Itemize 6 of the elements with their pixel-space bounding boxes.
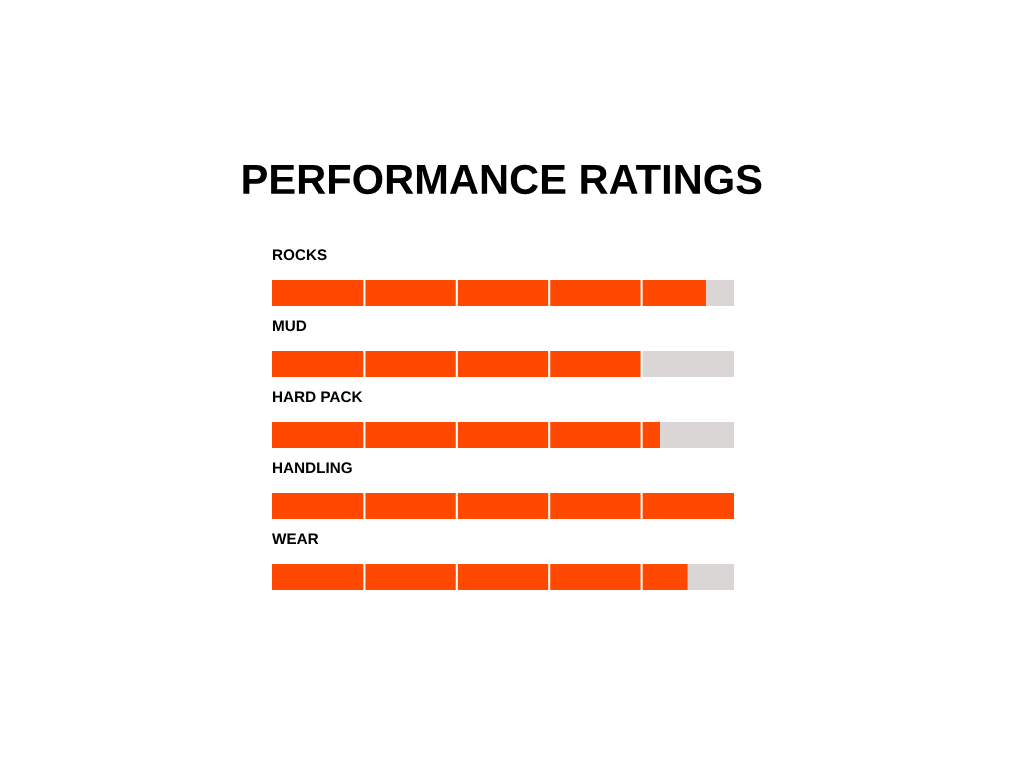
y-tick-label: HANDLING	[273, 462, 352, 474]
y-tick-label: HARD PACK	[273, 391, 363, 403]
y-tick-label: WEAR	[272, 533, 319, 545]
y-tick-label: ROCKS	[273, 249, 327, 261]
chart-title: PERFORMANCE RATINGS	[243, 164, 762, 195]
y-tick-label: MUD	[273, 320, 307, 332]
